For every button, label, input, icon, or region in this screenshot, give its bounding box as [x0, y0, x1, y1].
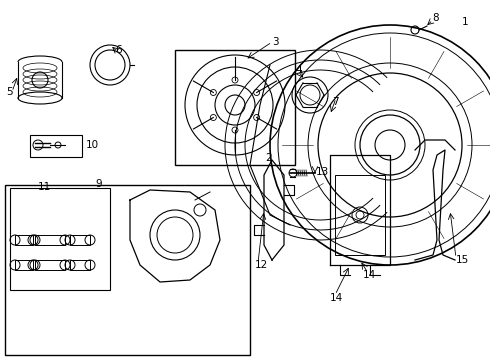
- Text: 14: 14: [330, 293, 343, 303]
- Bar: [70, 260, 90, 270]
- Text: 9: 9: [95, 179, 101, 189]
- Bar: [15, 260, 33, 270]
- Bar: [15, 235, 33, 245]
- Bar: [35, 235, 65, 245]
- Text: 3: 3: [272, 37, 279, 47]
- Text: 10: 10: [86, 140, 99, 150]
- Bar: [70, 235, 90, 245]
- Text: 7: 7: [332, 97, 339, 107]
- Text: 12: 12: [255, 260, 268, 270]
- Bar: [5, 185, 250, 355]
- Text: 14: 14: [363, 270, 376, 280]
- Text: 6: 6: [115, 45, 122, 55]
- Text: 5: 5: [6, 87, 13, 97]
- Bar: [10, 188, 110, 290]
- Text: 13: 13: [316, 167, 329, 177]
- Text: 4: 4: [295, 65, 302, 75]
- Text: 15: 15: [456, 255, 469, 265]
- Text: 8: 8: [432, 13, 439, 23]
- Bar: [335, 175, 385, 255]
- Bar: [30, 135, 82, 157]
- Bar: [175, 50, 295, 165]
- Text: 1: 1: [462, 17, 468, 27]
- Bar: [35, 260, 65, 270]
- Text: 2: 2: [265, 153, 271, 163]
- Text: 11: 11: [38, 182, 51, 192]
